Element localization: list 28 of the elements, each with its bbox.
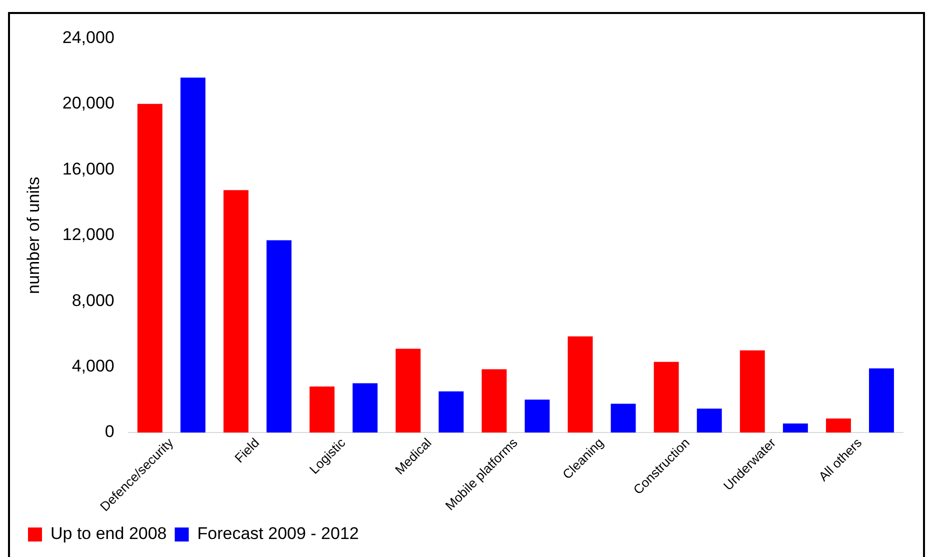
bar: [782, 423, 808, 433]
bar: [438, 391, 464, 433]
y-tick-label: 8,000: [72, 290, 114, 310]
y-tick-label: 16,000: [62, 159, 114, 178]
bar: [482, 369, 507, 433]
bar: [740, 350, 765, 433]
bar: [180, 78, 206, 433]
legend-label: Forecast 2009 - 2012: [197, 524, 359, 544]
bar: [610, 404, 636, 433]
bar: [310, 386, 335, 433]
bar: [352, 383, 378, 433]
bar: [654, 362, 679, 433]
y-tick-label: 20,000: [62, 94, 114, 113]
y-tick-label: 12,000: [62, 225, 114, 244]
bar: [396, 348, 421, 433]
legend-label: Up to end 2008: [50, 524, 167, 544]
bar: [224, 190, 248, 433]
bar: [826, 418, 851, 433]
bar: [696, 408, 722, 433]
bar: [266, 240, 292, 433]
y-tick-label: 4,000: [72, 356, 114, 376]
bar: [568, 336, 593, 433]
bar: [869, 368, 894, 433]
y-tick-label: 24,000: [62, 28, 114, 47]
y-tick-label: 0: [104, 422, 114, 442]
bar: [524, 400, 550, 433]
y-axis-title: number of units: [24, 176, 43, 294]
bar: [137, 104, 162, 433]
